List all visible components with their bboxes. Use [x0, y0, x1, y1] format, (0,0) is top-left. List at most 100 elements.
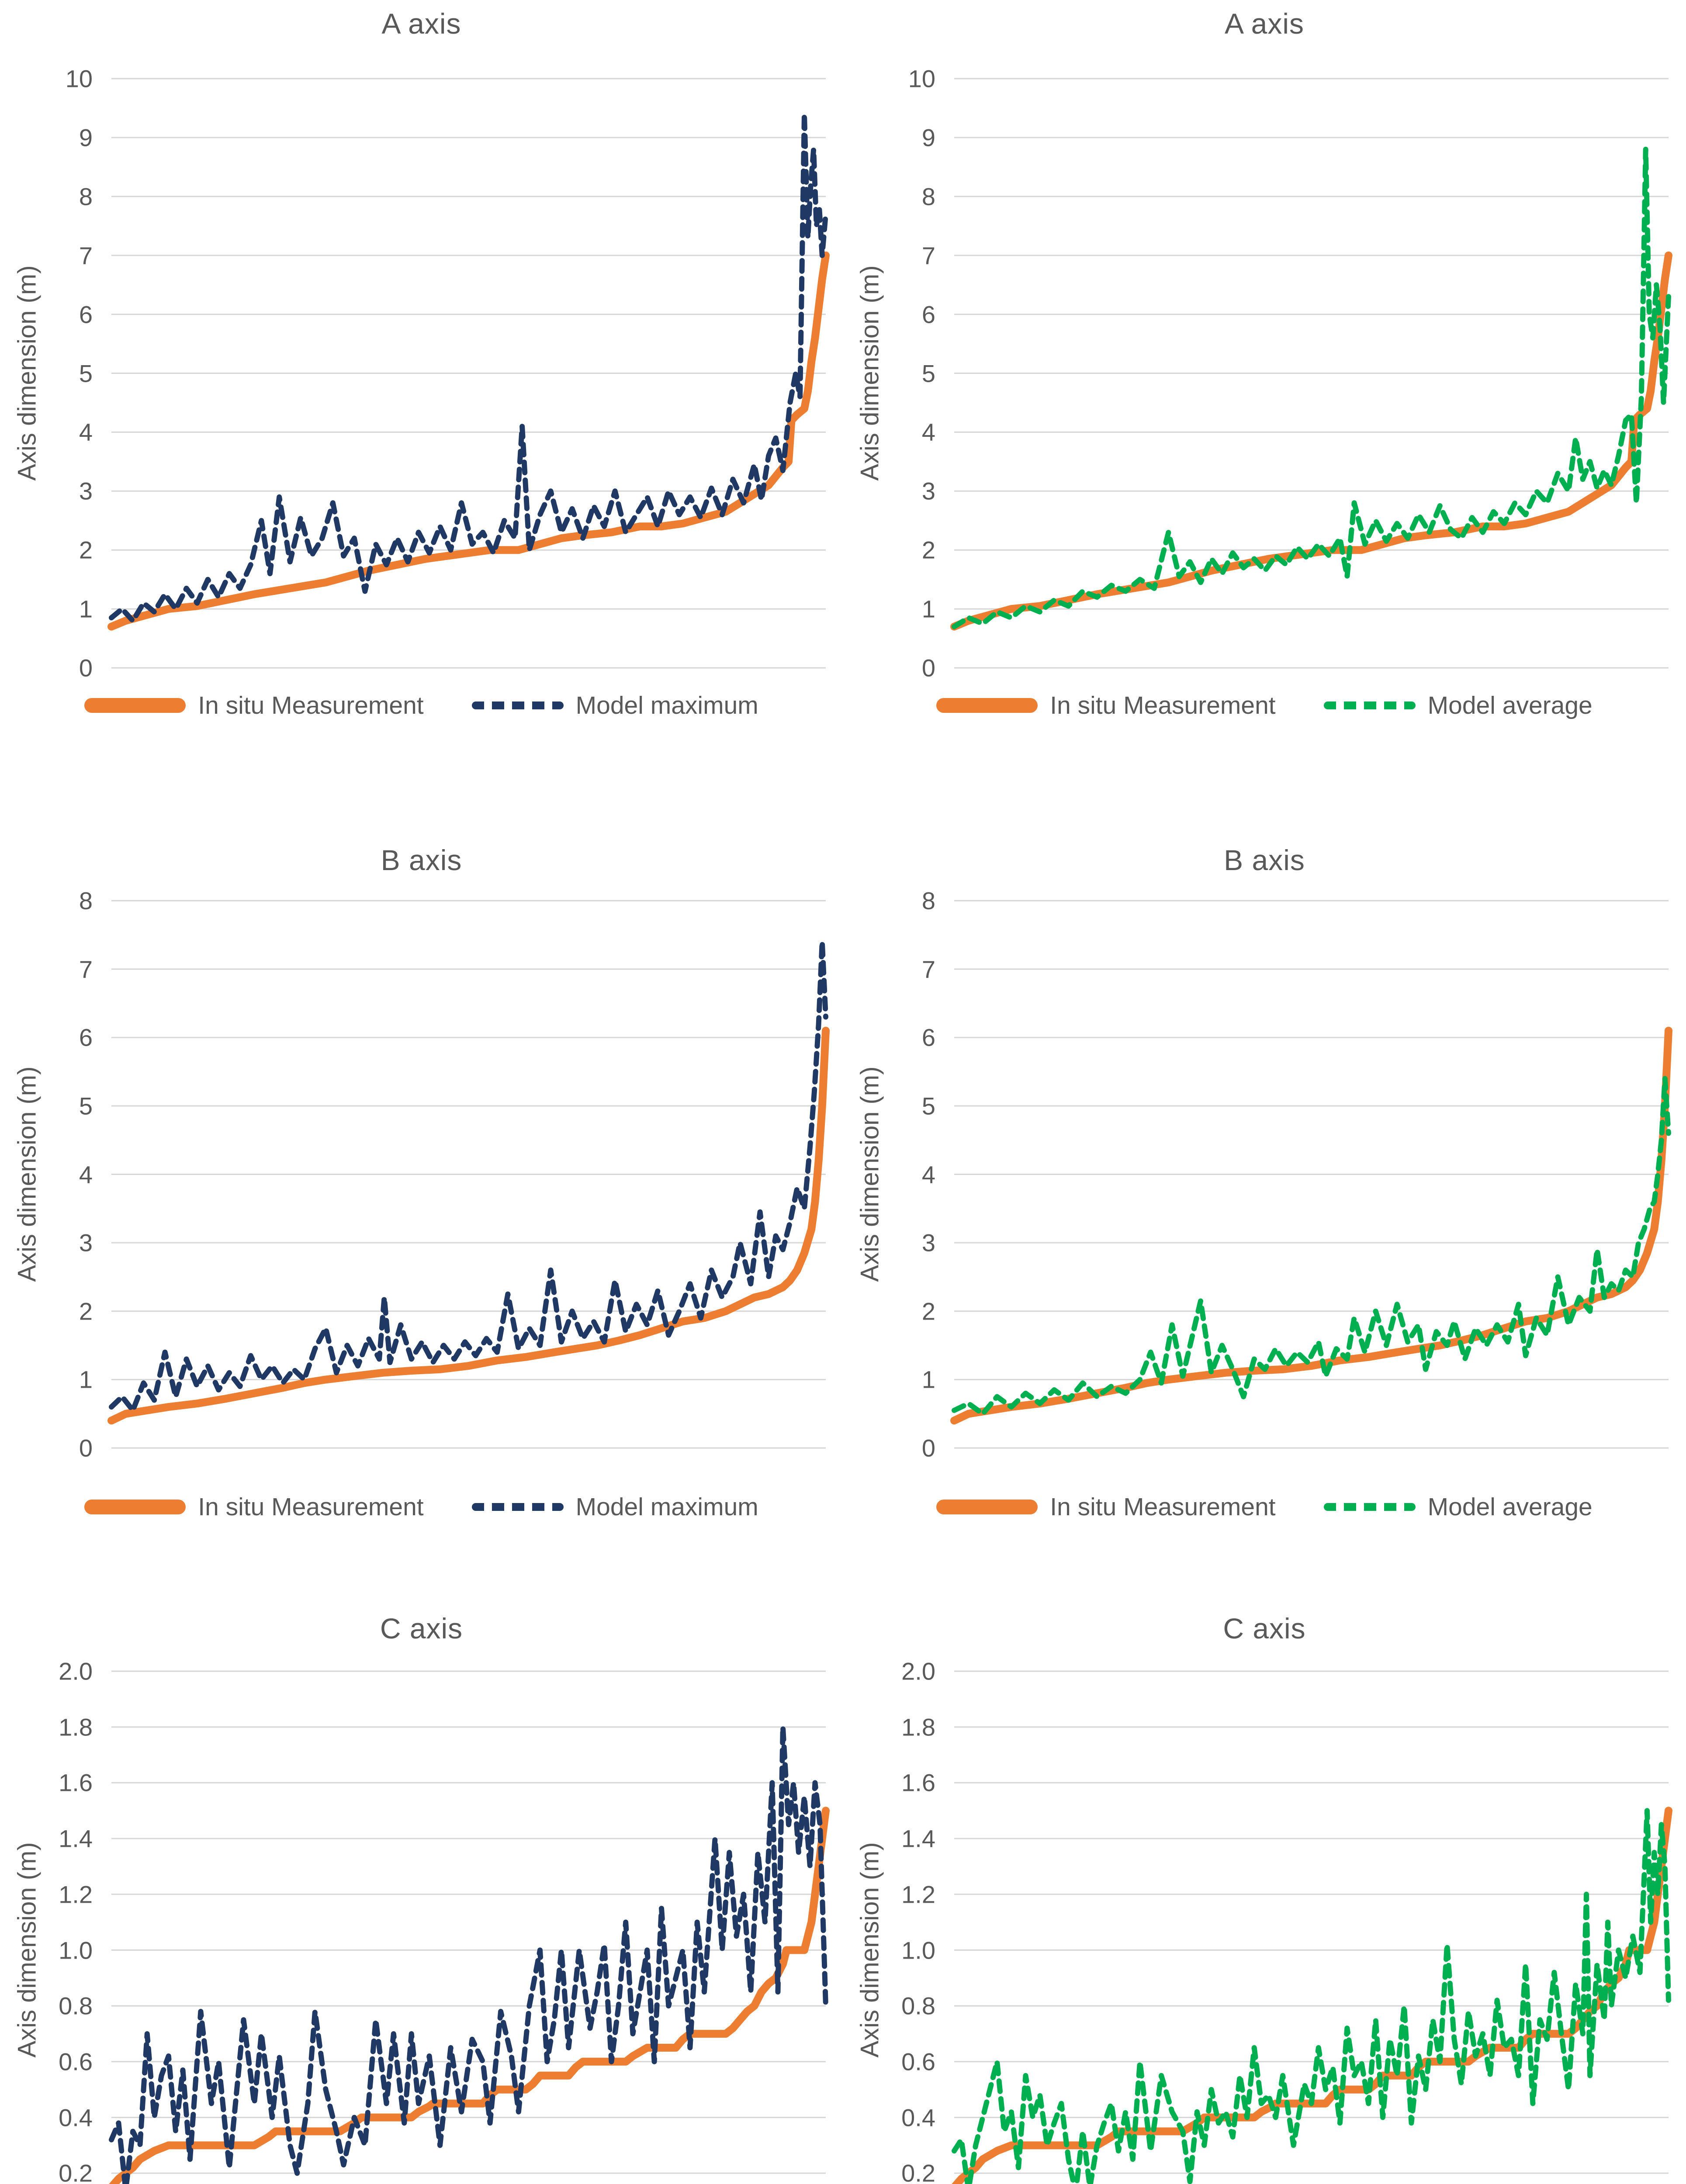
y-tick-label: 4 — [921, 418, 935, 446]
y-tick-label: 0 — [79, 654, 93, 682]
series-line-insitu — [950, 1026, 1672, 1425]
y-tick-label: 1.6 — [901, 1769, 935, 1797]
y-tick-label: 0.4 — [901, 2104, 935, 2132]
plot-area — [950, 900, 1672, 1449]
y-tick-label: 2 — [79, 1297, 93, 1325]
series-line-model_max — [109, 111, 828, 624]
y-tick-label: 1.0 — [59, 1936, 93, 1964]
series-line-insitu — [950, 251, 1672, 631]
y-tick-label: 1.8 — [901, 1713, 935, 1741]
y-tick-label: 5 — [79, 359, 93, 387]
plot-area — [107, 78, 830, 669]
y-tick-label: 0.2 — [59, 2159, 93, 2184]
y-tick-label: 7 — [921, 242, 935, 270]
y-tick-label: 1 — [79, 1365, 93, 1393]
y-tick-label: 0.8 — [59, 1992, 93, 2020]
y-tick-label: 8 — [921, 183, 935, 211]
y-tick-label: 1 — [921, 1365, 935, 1393]
y-tick-label: 10 — [65, 65, 93, 93]
chart-title: C axis — [380, 1612, 463, 1645]
y-tick-label: 2 — [921, 1297, 935, 1325]
legend-label: Model maximum — [575, 1493, 758, 1521]
y-tick-label: 4 — [79, 418, 93, 446]
legend-item-model: Model average — [1323, 1493, 1593, 1521]
y-tick-label: 4 — [921, 1161, 935, 1188]
legend-swatch-dashed — [471, 1503, 564, 1511]
legend-swatch-solid — [84, 1500, 186, 1514]
y-tick-label: 0 — [921, 654, 935, 682]
legend-label: Model average — [1427, 691, 1593, 719]
y-tick-label: 1.4 — [901, 1825, 935, 1852]
y-tick-label: 0.2 — [901, 2159, 935, 2184]
panel-b-axis-average: B axis Axis dimension (m) In situ Measur… — [843, 767, 1686, 1533]
series-line-model_avg — [952, 146, 1671, 629]
legend-item-model: Model maximum — [471, 691, 758, 720]
panel-c-axis-maximum: C axis Axis dimension (m) In situ Measur… — [0, 1533, 843, 2184]
legend-label: Model average — [1427, 1493, 1593, 1521]
y-tick-label: 1.4 — [59, 1825, 93, 1852]
y-tick-label: 5 — [921, 1092, 935, 1120]
y-tick-label: 1.6 — [59, 1769, 93, 1797]
legend-swatch-dashed — [471, 702, 564, 709]
y-tick-label: 6 — [921, 1023, 935, 1051]
legend-item-model: Model maximum — [471, 1493, 758, 1521]
legend: In situ Measurement Model average — [843, 691, 1686, 720]
legend-swatch-solid — [84, 698, 186, 713]
legend-label: Model maximum — [575, 691, 758, 719]
y-tick-label: 9 — [79, 124, 93, 152]
y-tick-label: 1.8 — [59, 1713, 93, 1741]
legend-label: In situ Measurement — [198, 691, 424, 719]
y-tick-label: 9 — [921, 124, 935, 152]
y-tick-label: 8 — [79, 183, 93, 211]
panel-a-axis-maximum: A axis Axis dimension (m) In situ Measur… — [0, 0, 843, 767]
panel-b-axis-maximum: B axis Axis dimension (m) In situ Measur… — [0, 767, 843, 1533]
chart-title: B axis — [381, 844, 462, 876]
legend: In situ Measurement Model maximum — [0, 691, 843, 720]
y-tick-label: 3 — [79, 477, 93, 505]
y-tick-label: 0.6 — [901, 2048, 935, 2076]
y-tick-label: 5 — [921, 359, 935, 387]
series-line-insitu — [952, 1807, 1672, 2184]
panel-c-axis-average: C axis Axis dimension (m) In situ Measur… — [843, 1533, 1686, 2184]
y-tick-label: 2 — [79, 536, 93, 564]
legend-item-insitu: In situ Measurement — [84, 691, 424, 720]
y-tick-label: 1 — [79, 595, 93, 623]
y-tick-label: 8 — [921, 887, 935, 915]
chart-title: A axis — [1224, 7, 1305, 40]
y-tick-label: 1 — [921, 595, 935, 623]
chart-title: A axis — [381, 7, 461, 40]
y-tick-label: 3 — [921, 477, 935, 505]
plot-area — [952, 1670, 1672, 2184]
y-tick-label: 6 — [79, 301, 93, 328]
legend-item-insitu: In situ Measurement — [936, 691, 1276, 720]
legend-item-model: Model average — [1323, 691, 1593, 720]
legend-swatch-solid — [936, 698, 1038, 713]
y-tick-label: 1.2 — [901, 1880, 935, 1908]
y-tick-label: 0 — [79, 1434, 93, 1462]
legend: In situ Measurement Model average — [843, 1493, 1686, 1521]
y-tick-label: 8 — [79, 887, 93, 915]
legend-swatch-dashed — [1323, 702, 1416, 709]
y-tick-label: 5 — [79, 1092, 93, 1120]
plot-area — [107, 900, 830, 1449]
y-tick-label: 10 — [908, 65, 935, 93]
chart-title: C axis — [1223, 1612, 1306, 1645]
series-line-model_max — [109, 939, 828, 1413]
legend-label: In situ Measurement — [198, 1493, 424, 1521]
legend-swatch-dashed — [1323, 1503, 1416, 1511]
series-line-insitu — [109, 1807, 830, 2184]
y-tick-label: 7 — [79, 242, 93, 270]
y-tick-label: 0 — [921, 1434, 935, 1462]
y-tick-label: 2.0 — [59, 1657, 93, 1685]
y-tick-label: 7 — [79, 955, 93, 983]
legend-swatch-solid — [936, 1500, 1038, 1514]
y-tick-label: 1.2 — [59, 1880, 93, 1908]
y-tick-label: 3 — [921, 1229, 935, 1257]
plot-area — [950, 78, 1672, 669]
series-line-model_max — [109, 1724, 828, 2184]
series-line-model_avg — [952, 1808, 1671, 2184]
legend-label: In situ Measurement — [1050, 691, 1276, 719]
series-line-insitu — [107, 1026, 830, 1425]
panel-a-axis-average: A axis Axis dimension (m) In situ Measur… — [843, 0, 1686, 767]
